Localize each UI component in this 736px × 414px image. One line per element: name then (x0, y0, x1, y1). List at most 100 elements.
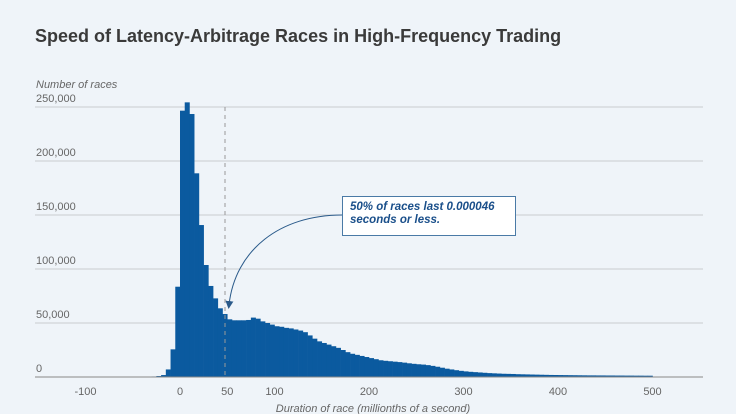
histogram-bar (246, 319, 252, 377)
histogram-bar (184, 102, 190, 377)
histogram-bar (534, 374, 540, 377)
x-tick-label: -100 (74, 386, 96, 398)
histogram-bar (350, 353, 356, 377)
histogram-bar (633, 375, 639, 377)
x-tick-label: 200 (360, 386, 378, 398)
histogram-bar (397, 362, 403, 377)
histogram-bar (269, 324, 275, 377)
histogram-bar (487, 373, 493, 377)
histogram-bar (543, 374, 549, 377)
histogram-bar (425, 365, 431, 377)
histogram-bar (567, 375, 573, 377)
x-tick-label: 0 (177, 386, 183, 398)
histogram-bar (288, 328, 294, 377)
histogram-bar (449, 369, 455, 377)
histogram-bar (609, 375, 615, 377)
histogram-bar (591, 375, 597, 377)
histogram-bar (227, 319, 233, 377)
histogram-bar (335, 347, 341, 377)
histogram-bar (255, 318, 261, 377)
histogram-bar (298, 330, 304, 377)
histogram-bar (369, 358, 375, 377)
histogram-bar (638, 375, 644, 377)
histogram-bar (326, 344, 332, 377)
histogram-bar (624, 375, 630, 377)
histogram-bar (435, 366, 441, 377)
histogram-bar (161, 375, 167, 377)
histogram-bar (477, 372, 483, 377)
histogram-bar (482, 372, 488, 377)
histogram-bar (293, 329, 299, 377)
histogram-bar (595, 375, 601, 377)
histogram-bar (605, 375, 611, 377)
histogram-bar (283, 327, 289, 377)
histogram-bar (548, 374, 554, 377)
histogram-bar (250, 317, 256, 377)
histogram-bar (553, 375, 559, 377)
histogram-bar (406, 363, 412, 377)
histogram-bar (472, 372, 478, 377)
histogram-bar (510, 373, 516, 377)
histogram-bar (373, 359, 379, 377)
histogram-bar (189, 114, 195, 378)
histogram-bar (378, 360, 384, 377)
histogram-bar (614, 375, 620, 377)
histogram-bar (354, 354, 360, 377)
annotation-box: 50% of races last 0.000046 seconds or le… (342, 196, 516, 236)
histogram-bar (312, 338, 318, 377)
histogram-bar (307, 335, 313, 377)
histogram-bar (194, 173, 200, 377)
histogram-bar (496, 373, 502, 377)
histogram-bar (279, 326, 285, 377)
histogram-bar (524, 374, 530, 377)
histogram-bar (217, 308, 223, 377)
histogram-bar (331, 346, 337, 377)
histogram-bar (321, 342, 327, 377)
histogram-bar (392, 361, 398, 377)
histogram-bar (458, 370, 464, 377)
histogram-bar (501, 373, 507, 377)
histogram-bar (420, 364, 426, 377)
histogram-bar (241, 320, 247, 377)
histogram-bar (231, 320, 237, 377)
histogram-bar (383, 360, 389, 377)
histogram-bar (586, 375, 592, 377)
x-tick-label: 400 (549, 386, 567, 398)
histogram-bar (463, 371, 469, 377)
histogram-bar (213, 298, 219, 377)
histogram-bar (265, 323, 271, 377)
histogram-bar (454, 370, 460, 377)
y-tick-label: 100,000 (36, 255, 76, 267)
histogram-bar (506, 373, 512, 377)
y-tick-label: 150,000 (36, 201, 76, 213)
y-axis-label: Number of races (36, 79, 118, 91)
histogram-bar (643, 375, 649, 377)
histogram-bar (444, 368, 450, 377)
histogram-bar (198, 225, 204, 377)
histogram-bar (430, 365, 436, 377)
histogram-bar (491, 373, 497, 377)
histogram-bar (236, 320, 242, 377)
histogram-bar (576, 375, 582, 377)
x-tick-label: 500 (643, 386, 661, 398)
histogram-bar (180, 110, 186, 377)
y-tick-label: 250,000 (36, 93, 76, 105)
histogram-bar (260, 321, 266, 377)
histogram-bar (317, 341, 323, 377)
histogram-bar (345, 352, 351, 377)
histogram-bar (529, 374, 535, 377)
y-tick-label: 200,000 (36, 147, 76, 159)
chart-title: Speed of Latency-Arbitrage Races in High… (35, 26, 562, 46)
histogram-bar (600, 375, 606, 377)
histogram-bar (647, 375, 653, 377)
histogram-bar (562, 375, 568, 377)
histogram-bar (387, 361, 393, 377)
histogram-bar (302, 332, 308, 377)
histogram-bar (364, 357, 370, 377)
histogram-bar (165, 369, 171, 377)
annotation-arrow (225, 214, 343, 309)
histogram-bar (416, 364, 422, 377)
histogram-bar (628, 375, 634, 377)
histogram-bar (170, 349, 176, 377)
x-tick-label: 50 (221, 386, 233, 398)
